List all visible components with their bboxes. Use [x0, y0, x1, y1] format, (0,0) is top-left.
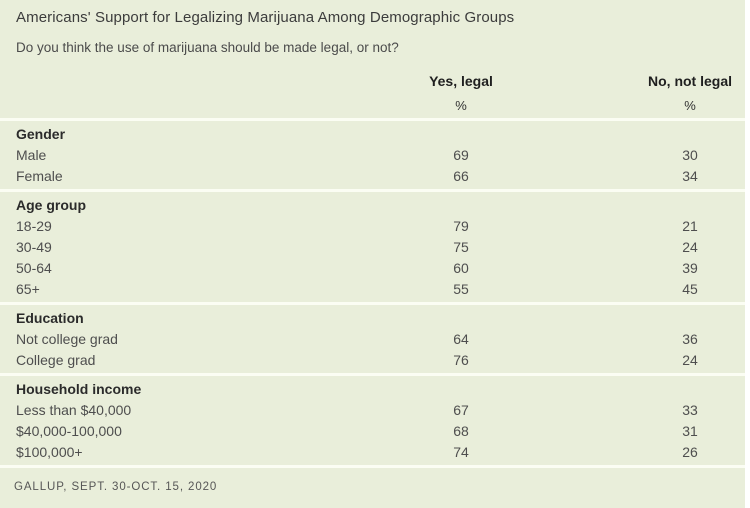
row-label: Not college grad [16, 330, 118, 347]
yes-value: 75 [453, 238, 469, 255]
table-row: 30-49 75 24 [0, 236, 745, 257]
table-row: 65+ 55 45 [0, 278, 745, 299]
row-label: 30-49 [16, 238, 52, 255]
yes-value: 64 [453, 330, 469, 347]
survey-question: Do you think the use of marijuana should… [16, 40, 399, 55]
no-value: 39 [682, 259, 698, 276]
section-header-row: Age group [0, 194, 745, 215]
table-row: 50-64 60 39 [0, 257, 745, 278]
section-divider [0, 373, 745, 376]
row-label: 18-29 [16, 217, 52, 234]
table-row: $40,000-100,000 68 31 [0, 420, 745, 441]
no-value: 45 [682, 280, 698, 297]
column-header-row: Yes, legal No, not legal [0, 70, 745, 92]
yes-value: 79 [453, 217, 469, 234]
yes-value: 67 [453, 401, 469, 418]
section-gender: Gender Male 69 30 Female 66 34 [0, 121, 745, 189]
section-header: Gender [16, 125, 66, 142]
row-label: $40,000-100,000 [16, 422, 122, 439]
yes-value: 66 [453, 167, 469, 184]
no-value: 24 [682, 351, 698, 368]
yes-value: 74 [453, 443, 469, 460]
section-header: Household income [16, 380, 142, 397]
section-header: Age group [16, 196, 86, 213]
column-header-yes: Yes, legal [429, 73, 493, 89]
section-divider [0, 189, 745, 192]
no-value: 34 [682, 167, 698, 184]
row-label: 65+ [16, 280, 40, 297]
yes-value: 69 [453, 146, 469, 163]
table-row: Less than $40,000 67 33 [0, 399, 745, 420]
section-divider [0, 302, 745, 305]
table-row: Female 66 34 [0, 165, 745, 186]
table-row: College grad 76 24 [0, 349, 745, 370]
table-row: Male 69 30 [0, 144, 745, 165]
column-header-no: No, not legal [648, 73, 732, 89]
no-value: 30 [682, 146, 698, 163]
no-value: 36 [682, 330, 698, 347]
row-label: Male [16, 146, 47, 163]
chart-title: Americans' Support for Legalizing Mariju… [16, 9, 515, 26]
source-note: GALLUP, SEPT. 30-OCT. 15, 2020 [14, 481, 218, 493]
no-value: 24 [682, 238, 698, 255]
unit-no: % [684, 97, 696, 113]
section-household-income: Household income Less than $40,000 67 33… [0, 376, 745, 465]
yes-value: 76 [453, 351, 469, 368]
section-header: Education [16, 309, 84, 326]
row-label: Less than $40,000 [16, 401, 132, 418]
section-header-row: Gender [0, 123, 745, 144]
row-label: $100,000+ [16, 443, 83, 460]
no-value: 26 [682, 443, 698, 460]
section-divider [0, 465, 745, 468]
no-value: 21 [682, 217, 698, 234]
section-divider [0, 118, 745, 121]
yes-value: 60 [453, 259, 469, 276]
table-row: 18-29 79 21 [0, 215, 745, 236]
unit-row: % % [0, 92, 745, 118]
section-age-group: Age group 18-29 79 21 30-49 75 24 50-64 … [0, 192, 745, 302]
section-header-row: Household income [0, 378, 745, 399]
table-row: $100,000+ 74 26 [0, 441, 745, 462]
yes-value: 55 [453, 280, 469, 297]
table-row: Not college grad 64 36 [0, 328, 745, 349]
row-label: 50-64 [16, 259, 52, 276]
section-header-row: Education [0, 307, 745, 328]
yes-value: 68 [453, 422, 469, 439]
no-value: 31 [682, 422, 698, 439]
no-value: 33 [682, 401, 698, 418]
unit-yes: % [455, 97, 467, 113]
section-education: Education Not college grad 64 36 College… [0, 305, 745, 373]
row-label: Female [16, 167, 63, 184]
row-label: College grad [16, 351, 96, 368]
